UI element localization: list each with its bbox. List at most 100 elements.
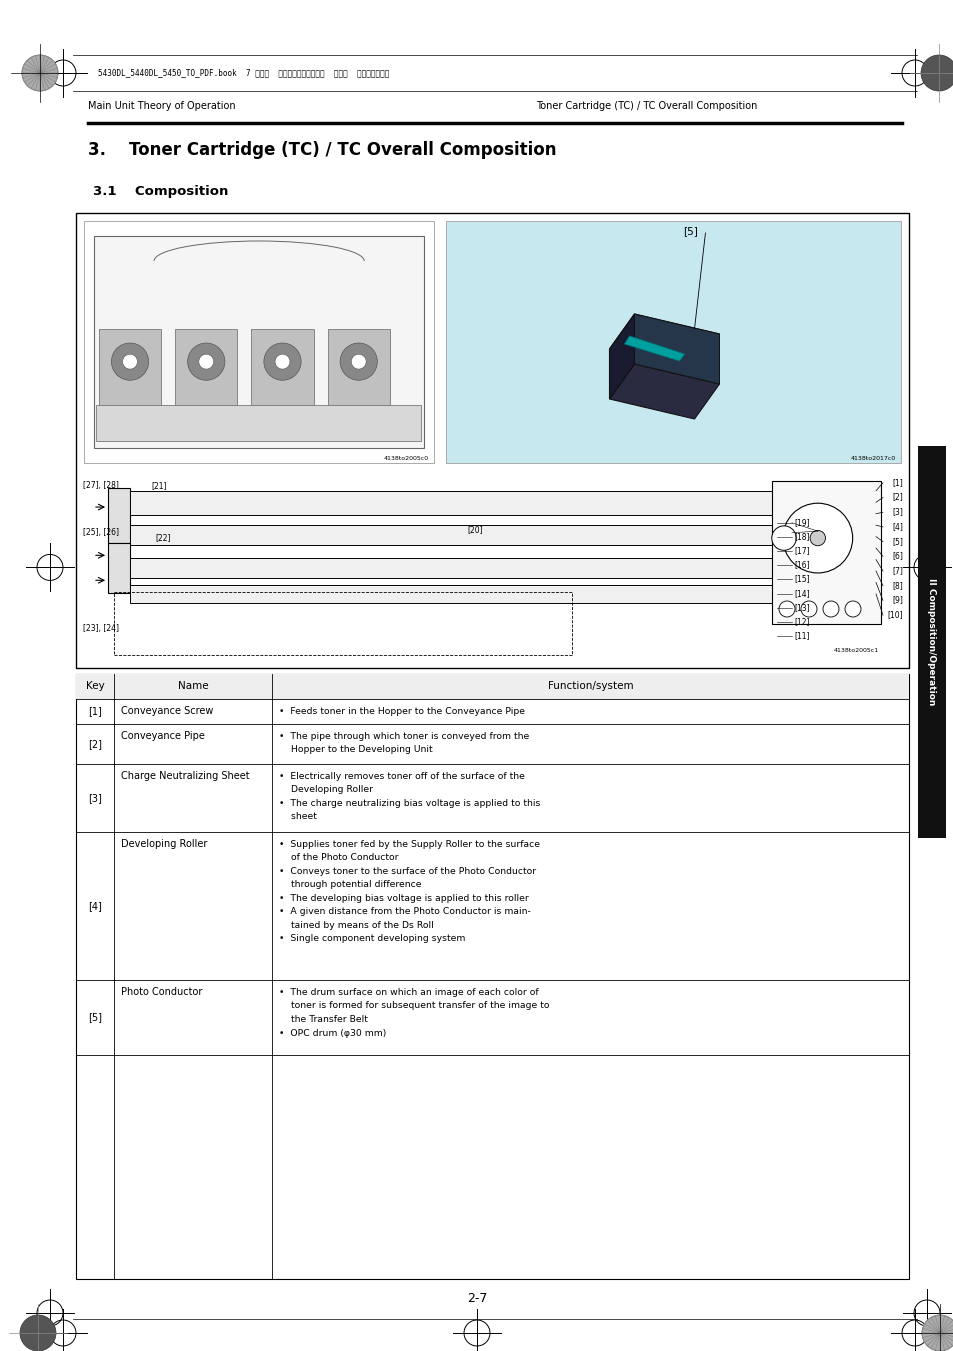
Text: [11]: [11] — [793, 631, 809, 640]
Bar — [108, 543, 130, 593]
Text: Key: Key — [86, 681, 104, 692]
Text: [4]: [4] — [891, 521, 902, 531]
Text: [6]: [6] — [891, 551, 902, 561]
Text: toner is formed for subsequent transfer of the image to: toner is formed for subsequent transfer … — [278, 1001, 549, 1011]
Circle shape — [264, 343, 301, 380]
Text: 4138to2005c1: 4138to2005c1 — [833, 648, 878, 653]
Text: •  The charge neutralizing bias voltage is applied to this: • The charge neutralizing bias voltage i… — [278, 798, 539, 808]
Polygon shape — [609, 313, 719, 369]
Text: •  Conveys toner to the surface of the Photo Conductor: • Conveys toner to the surface of the Ph… — [278, 867, 536, 875]
Bar — [771, 481, 880, 624]
Text: [22]: [22] — [154, 532, 171, 542]
Bar — [76, 213, 908, 667]
Text: the Transfer Belt: the Transfer Belt — [278, 1015, 368, 1024]
Text: [15]: [15] — [793, 574, 809, 584]
Text: [8]: [8] — [891, 581, 902, 590]
Text: [25], [26]: [25], [26] — [83, 528, 119, 536]
Circle shape — [779, 601, 794, 617]
Bar — [130, 524, 771, 544]
Text: [9]: [9] — [891, 596, 902, 604]
Text: [5]: [5] — [682, 226, 697, 236]
Text: [14]: [14] — [793, 589, 809, 597]
Text: [2]: [2] — [88, 739, 102, 748]
Text: Charge Neutralizing Sheet: Charge Neutralizing Sheet — [121, 771, 250, 781]
Text: sheet: sheet — [278, 812, 316, 821]
Circle shape — [22, 55, 58, 91]
Text: [5]: [5] — [891, 536, 902, 546]
Bar — [130, 490, 771, 515]
Circle shape — [822, 601, 838, 617]
Bar — [108, 488, 130, 543]
Bar — [130, 585, 771, 603]
Text: [7]: [7] — [891, 566, 902, 576]
Text: [16]: [16] — [793, 561, 809, 569]
Circle shape — [844, 601, 861, 617]
Text: Conveyance Screw: Conveyance Screw — [121, 707, 213, 716]
Text: Conveyance Pipe: Conveyance Pipe — [121, 731, 205, 740]
Bar — [94, 236, 424, 447]
Text: Developing Roller: Developing Roller — [121, 839, 207, 848]
Text: •  Single component developing system: • Single component developing system — [278, 935, 465, 943]
Text: 3.    Toner Cartridge (TC) / TC Overall Composition: 3. Toner Cartridge (TC) / TC Overall Com… — [88, 141, 556, 159]
Text: •  The developing bias voltage is applied to this roller: • The developing bias voltage is applied… — [278, 894, 528, 902]
Text: [20]: [20] — [467, 524, 482, 534]
Text: 5430DL_5440DL_5450_TO_PDF.book  7 ページ  ２００５年４月１２日  火曜日  午後４時４９分: 5430DL_5440DL_5450_TO_PDF.book 7 ページ ２００… — [98, 69, 389, 77]
Text: •  OPC drum (φ30 mm): • OPC drum (φ30 mm) — [278, 1028, 386, 1038]
Text: Hopper to the Developing Unit: Hopper to the Developing Unit — [278, 746, 432, 754]
Bar — [130, 558, 771, 578]
Bar — [113, 592, 572, 655]
Text: [17]: [17] — [793, 546, 809, 555]
Text: [2]: [2] — [891, 493, 902, 501]
Circle shape — [112, 343, 149, 380]
Bar — [96, 404, 420, 440]
Polygon shape — [634, 313, 719, 384]
Text: [1]: [1] — [88, 707, 102, 716]
Text: •  Electrically removes toner off of the surface of the: • Electrically removes toner off of the … — [278, 771, 524, 781]
Text: [3]: [3] — [891, 507, 902, 516]
Text: •  A given distance from the Photo Conductor is main-: • A given distance from the Photo Conduc… — [278, 908, 530, 916]
Text: [13]: [13] — [793, 603, 809, 612]
Circle shape — [20, 1315, 56, 1351]
Text: •  The drum surface on which an image of each color of: • The drum surface on which an image of … — [278, 988, 538, 997]
Bar — [84, 222, 434, 463]
Polygon shape — [609, 363, 719, 419]
Circle shape — [188, 343, 225, 380]
Text: 2-7: 2-7 — [466, 1293, 487, 1305]
Text: [23], [24]: [23], [24] — [83, 624, 119, 634]
Circle shape — [122, 354, 137, 369]
Text: 4138to2005c0: 4138to2005c0 — [384, 455, 429, 461]
Bar — [917, 446, 945, 838]
Text: II Composition/Operation: II Composition/Operation — [926, 578, 936, 705]
Text: Developing Roller: Developing Roller — [278, 785, 373, 794]
Bar — [76, 674, 908, 698]
Text: 4138to2017c0: 4138to2017c0 — [850, 455, 895, 461]
Text: [12]: [12] — [793, 617, 809, 626]
Text: Function/system: Function/system — [547, 681, 633, 692]
Text: through potential difference: through potential difference — [278, 881, 421, 889]
Text: •  Feeds toner in the Hopper to the Conveyance Pipe: • Feeds toner in the Hopper to the Conve… — [278, 707, 524, 716]
Bar — [76, 674, 908, 1279]
Circle shape — [771, 526, 796, 550]
Text: [21]: [21] — [151, 481, 167, 490]
Bar — [175, 330, 237, 438]
Circle shape — [809, 531, 824, 546]
Text: [18]: [18] — [793, 532, 809, 540]
Circle shape — [920, 55, 953, 91]
Text: [10]: [10] — [886, 611, 902, 619]
Text: •  The pipe through which toner is conveyed from the: • The pipe through which toner is convey… — [278, 732, 529, 740]
Text: Toner Cartridge (TC) / TC Overall Composition: Toner Cartridge (TC) / TC Overall Compos… — [536, 101, 757, 111]
Text: Main Unit Theory of Operation: Main Unit Theory of Operation — [88, 101, 235, 111]
Bar — [99, 330, 161, 438]
Bar — [446, 222, 900, 463]
Text: •  Supplies toner fed by the Supply Roller to the surface: • Supplies toner fed by the Supply Rolle… — [278, 840, 539, 848]
Bar — [252, 330, 314, 438]
Circle shape — [274, 354, 290, 369]
Circle shape — [351, 354, 366, 369]
Text: [3]: [3] — [88, 793, 102, 802]
Text: 3.1    Composition: 3.1 Composition — [92, 185, 228, 199]
Bar — [328, 330, 390, 438]
Circle shape — [921, 1315, 953, 1351]
Text: [1]: [1] — [891, 478, 902, 486]
Polygon shape — [609, 313, 634, 399]
Circle shape — [801, 601, 816, 617]
